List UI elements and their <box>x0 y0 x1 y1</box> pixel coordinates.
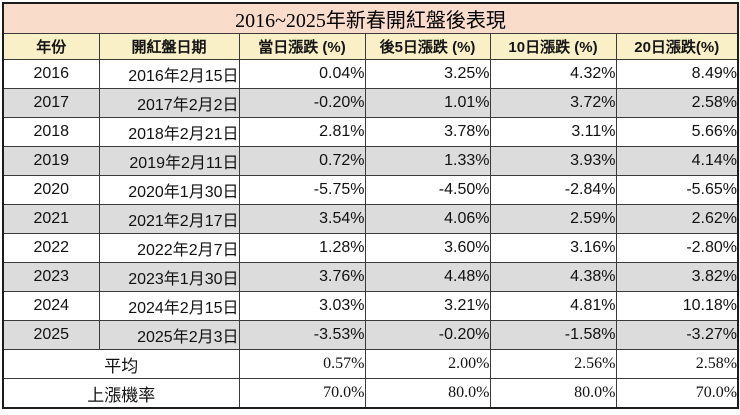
value-cell: 1.33% <box>364 146 491 176</box>
value-cell: 3.03% <box>238 291 366 321</box>
table-title: 2016~2025年新春開紅盤後表現 <box>2 2 739 34</box>
value-cell: -0.20% <box>238 88 366 118</box>
value-cell: -3.53% <box>238 320 366 350</box>
date-cell: 2020年1月30日 <box>98 175 240 205</box>
table-row: 2024 2024年2月15日 3.03% 3.21% 4.81% 10.18% <box>2 291 739 321</box>
value-cell: 3.76% <box>238 262 366 292</box>
summary-value-cell: 0.57% <box>238 349 366 379</box>
value-cell: -2.80% <box>615 233 739 263</box>
summary-value-cell: 2.56% <box>489 349 617 379</box>
value-cell: 1.28% <box>238 233 366 263</box>
value-cell: 3.78% <box>364 117 491 147</box>
table-row: 2017 2017年2月2日 -0.20% 1.01% 3.72% 2.58% <box>2 88 739 118</box>
value-cell: -3.27% <box>615 320 739 350</box>
date-cell: 2024年2月15日 <box>98 291 240 321</box>
value-cell: 2.58% <box>615 88 739 118</box>
value-cell: 10.18% <box>615 291 739 321</box>
column-header-day10-change: 10日漲跌 (%) <box>489 33 617 60</box>
value-cell: 3.11% <box>489 117 617 147</box>
table-row: 2023 2023年1月30日 3.76% 4.48% 4.38% 3.82% <box>2 262 739 292</box>
value-cell: 0.04% <box>238 59 366 89</box>
year-cell: 2024 <box>2 291 100 321</box>
year-cell: 2023 <box>2 262 100 292</box>
column-header-day20-change: 20日漲跌(%) <box>615 33 739 60</box>
value-cell: 1.01% <box>364 88 491 118</box>
summary-row-win-rate: 上漲機率 70.0% 80.0% 80.0% 70.0% <box>2 378 739 409</box>
summary-value-cell: 2.00% <box>364 349 491 379</box>
year-cell: 2018 <box>2 117 100 147</box>
value-cell: 5.66% <box>615 117 739 147</box>
summary-value-cell: 70.0% <box>615 378 739 409</box>
value-cell: -4.50% <box>364 175 491 205</box>
value-cell: 3.72% <box>489 88 617 118</box>
year-cell: 2022 <box>2 233 100 263</box>
date-cell: 2016年2月15日 <box>98 59 240 89</box>
value-cell: -1.58% <box>489 320 617 350</box>
summary-label: 上漲機率 <box>2 378 240 409</box>
value-cell: 4.38% <box>489 262 617 292</box>
date-cell: 2023年1月30日 <box>98 262 240 292</box>
year-cell: 2020 <box>2 175 100 205</box>
column-header-day1-change: 當日漲跌 (%) <box>238 33 366 60</box>
date-cell: 2018年2月21日 <box>98 117 240 147</box>
column-header-open-date: 開紅盤日期 <box>98 33 240 60</box>
performance-table: 2016~2025年新春開紅盤後表現 年份 開紅盤日期 當日漲跌 (%) 後5日… <box>2 2 740 409</box>
value-cell: 3.25% <box>364 59 491 89</box>
value-cell: 2.62% <box>615 204 739 234</box>
value-cell: 4.81% <box>489 291 617 321</box>
value-cell: 3.54% <box>238 204 366 234</box>
value-cell: 4.48% <box>364 262 491 292</box>
value-cell: 3.60% <box>364 233 491 263</box>
summary-row-average: 平均 0.57% 2.00% 2.56% 2.58% <box>2 349 739 379</box>
date-cell: 2019年2月11日 <box>98 146 240 176</box>
value-cell: -2.84% <box>489 175 617 205</box>
value-cell: 3.21% <box>364 291 491 321</box>
column-header-day5-change: 後5日漲跌 (%) <box>364 33 491 60</box>
value-cell: 2.59% <box>489 204 617 234</box>
summary-value-cell: 80.0% <box>489 378 617 409</box>
value-cell: 4.06% <box>364 204 491 234</box>
year-cell: 2021 <box>2 204 100 234</box>
value-cell: 0.72% <box>238 146 366 176</box>
column-header-year: 年份 <box>2 33 100 60</box>
value-cell: 3.82% <box>615 262 739 292</box>
date-cell: 2017年2月2日 <box>98 88 240 118</box>
value-cell: 8.49% <box>615 59 739 89</box>
date-cell: 2025年2月3日 <box>98 320 240 350</box>
year-cell: 2019 <box>2 146 100 176</box>
summary-value-cell: 2.58% <box>615 349 739 379</box>
summary-value-cell: 70.0% <box>238 378 366 409</box>
table-row: 2018 2018年2月21日 2.81% 3.78% 3.11% 5.66% <box>2 117 739 147</box>
table-row: 2021 2021年2月17日 3.54% 4.06% 2.59% 2.62% <box>2 204 739 234</box>
value-cell: -0.20% <box>364 320 491 350</box>
table-row: 2022 2022年2月7日 1.28% 3.60% 3.16% -2.80% <box>2 233 739 263</box>
date-cell: 2022年2月7日 <box>98 233 240 263</box>
value-cell: 3.16% <box>489 233 617 263</box>
value-cell: 2.81% <box>238 117 366 147</box>
value-cell: -5.75% <box>238 175 366 205</box>
date-cell: 2021年2月17日 <box>98 204 240 234</box>
year-cell: 2016 <box>2 59 100 89</box>
value-cell: 4.14% <box>615 146 739 176</box>
table-header-row: 年份 開紅盤日期 當日漲跌 (%) 後5日漲跌 (%) 10日漲跌 (%) 20… <box>2 33 739 60</box>
year-cell: 2025 <box>2 320 100 350</box>
table-row: 2020 2020年1月30日 -5.75% -4.50% -2.84% -5.… <box>2 175 739 205</box>
table-title-row: 2016~2025年新春開紅盤後表現 <box>2 2 739 34</box>
value-cell: 3.93% <box>489 146 617 176</box>
table-row: 2019 2019年2月11日 0.72% 1.33% 3.93% 4.14% <box>2 146 739 176</box>
summary-value-cell: 80.0% <box>364 378 491 409</box>
summary-label: 平均 <box>2 349 240 379</box>
table-row: 2025 2025年2月3日 -3.53% -0.20% -1.58% -3.2… <box>2 320 739 350</box>
table-row: 2016 2016年2月15日 0.04% 3.25% 4.32% 8.49% <box>2 59 739 89</box>
value-cell: -5.65% <box>615 175 739 205</box>
year-cell: 2017 <box>2 88 100 118</box>
value-cell: 4.32% <box>489 59 617 89</box>
